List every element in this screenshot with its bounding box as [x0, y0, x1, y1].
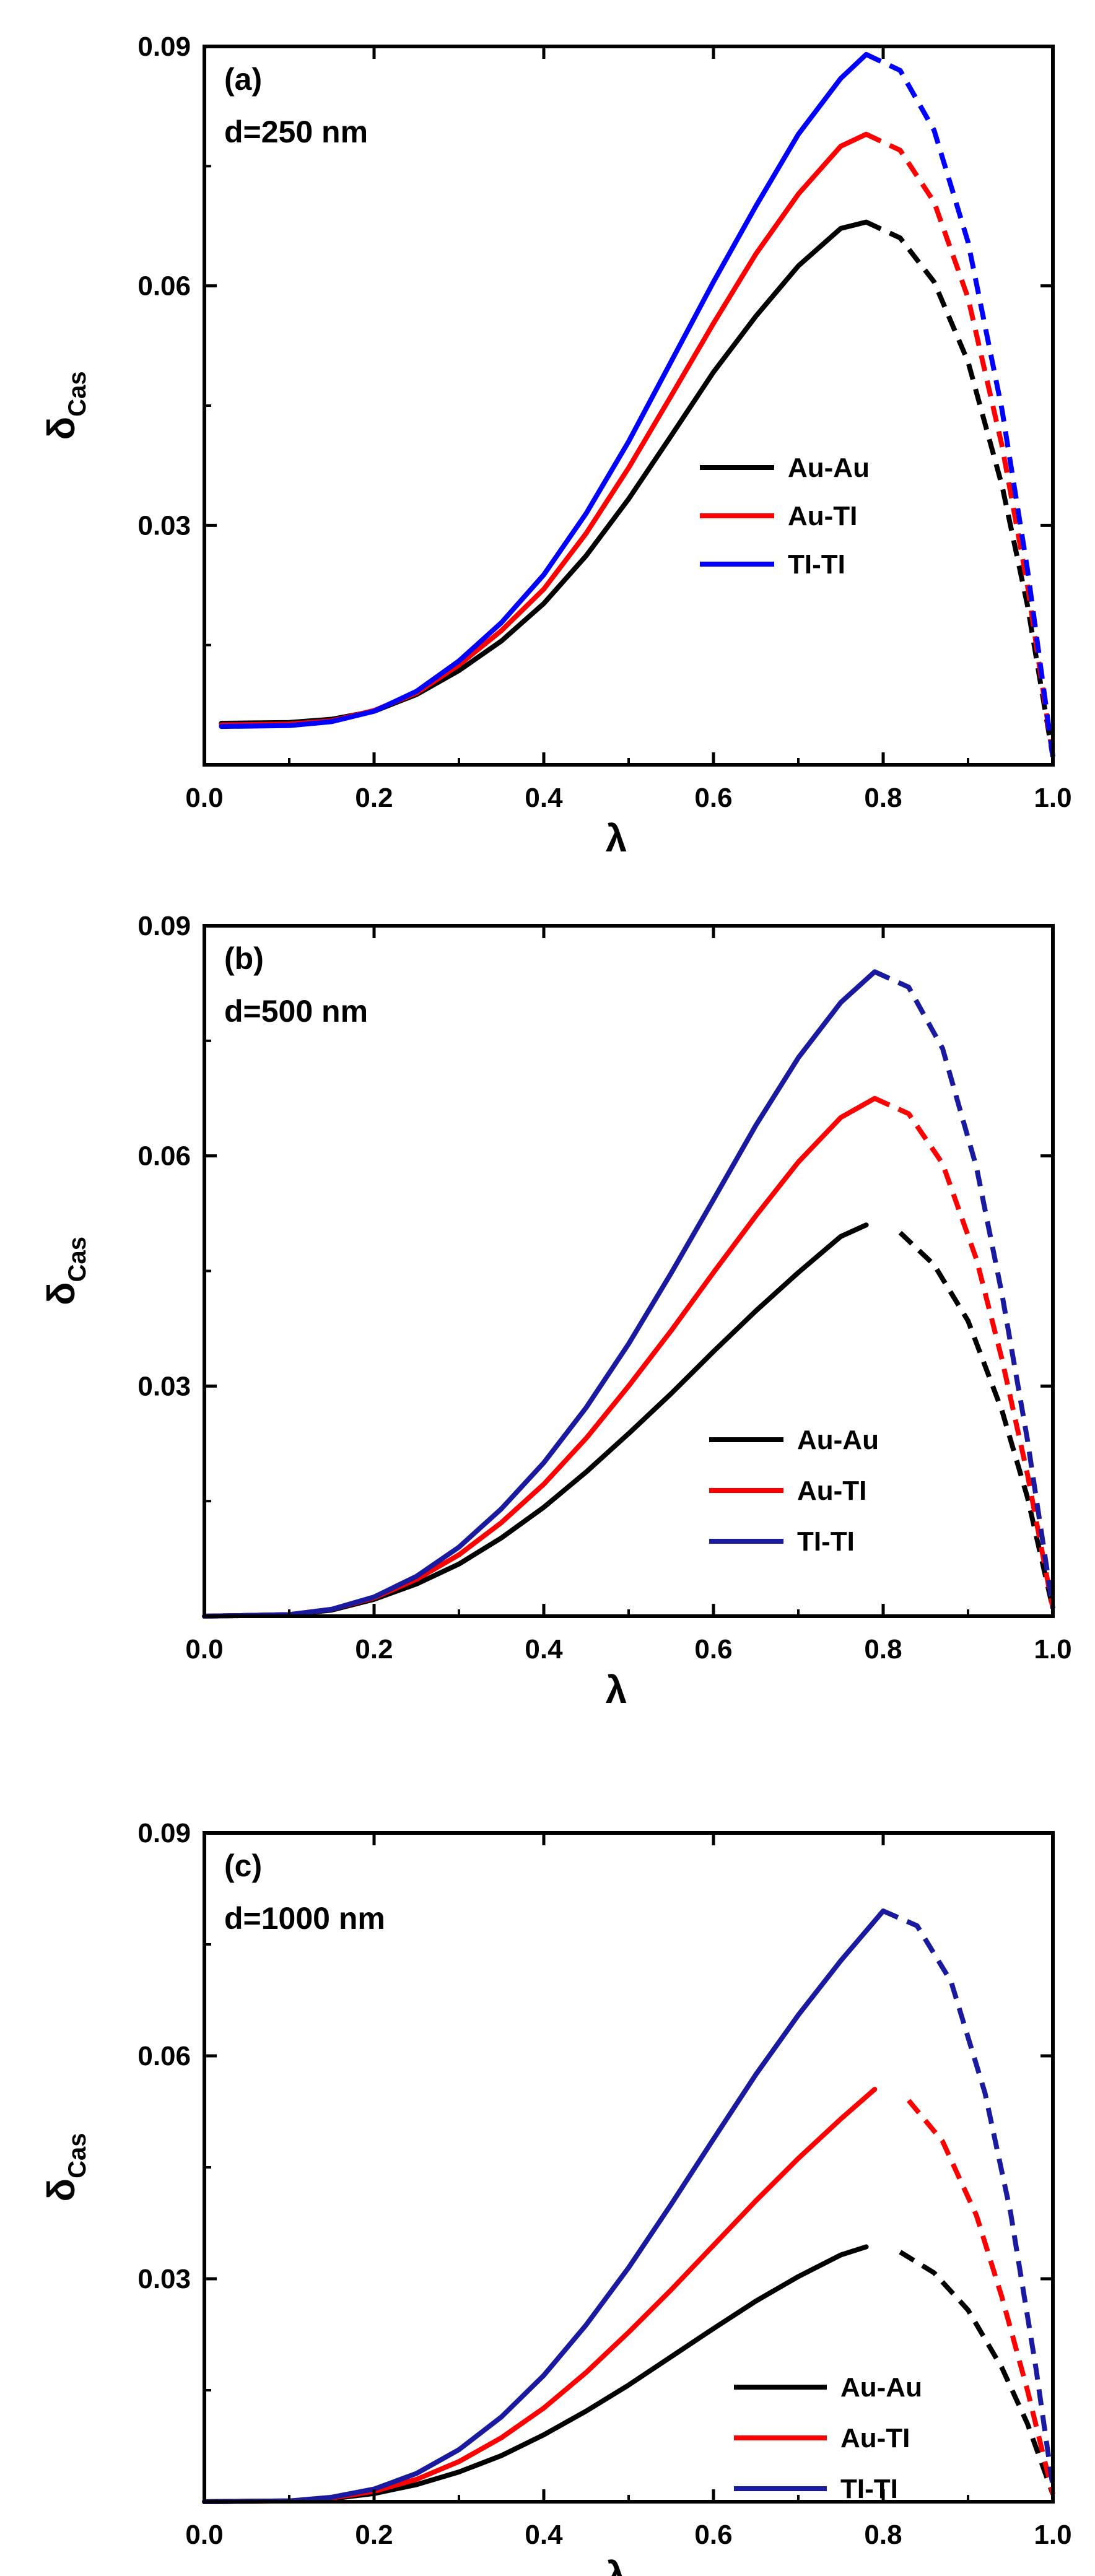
series-line-ti-ti-dashed [865, 52, 1055, 757]
x-tick-label: 0.6 [694, 1634, 732, 1664]
y-tick-label: 0.09 [137, 911, 191, 941]
series-line-au-ti-dashed [907, 2099, 1055, 2495]
x-tick-label: 0.6 [694, 2520, 732, 2550]
legend-label: Au-TI [840, 2423, 910, 2453]
y-axis-label: δCas [40, 372, 91, 440]
series-line-ti-ti-solid [202, 1908, 886, 2504]
panel-annotation: d=1000 nm [224, 1901, 385, 1936]
series-line-au-au-solid [219, 219, 869, 726]
series-line-au-au-solid [202, 1222, 869, 1619]
y-axis-label-symbol: δ [40, 2178, 83, 2202]
legend-label: Au-Au [840, 2372, 922, 2403]
panel-label: (c) [224, 1848, 262, 1883]
legend-label: TI-TI [797, 1526, 855, 1557]
series-line-ti-ti-solid [202, 969, 878, 1619]
y-tick-label: 0.09 [137, 1818, 191, 1848]
x-tick-label: 1.0 [1034, 783, 1071, 813]
series-line-ti-ti-dashed [873, 969, 1055, 1609]
x-tick-label: 0.8 [864, 2520, 902, 2550]
x-tick-label: 0.0 [185, 1634, 223, 1664]
panel-label: (a) [224, 62, 262, 97]
legend-label: Au-Au [797, 1425, 879, 1455]
y-axis-label-symbol: δ [40, 1282, 83, 1305]
chart-panel-3: 0.0 0.2 0.4 0.6 0.8 1.0 0.03 0.06 0.09 (c) d=1000 … [40, 1818, 1072, 2576]
series-line-au-au-dashed [898, 1230, 1055, 1609]
y-tick-label: 0.06 [137, 1141, 191, 1172]
x-axis-label: λ [606, 817, 627, 860]
x-tick-label: 0.0 [185, 783, 223, 813]
y-tick-label: 0.03 [137, 1371, 191, 1401]
y-tick-label: 0.03 [137, 2264, 191, 2294]
y-axis-label-subscript: Cas [64, 2133, 91, 2178]
x-tick-label: 1.0 [1034, 2520, 1071, 2550]
x-axis-label: λ [606, 1669, 627, 1712]
x-tick-label: 0.2 [355, 783, 393, 813]
y-axis-label-subscript: Cas [64, 1237, 91, 1282]
y-axis-label-subscript: Cas [64, 372, 91, 417]
series-line-ti-ti-dashed [882, 1908, 1055, 2487]
series-line-ti-ti-solid [219, 51, 869, 729]
series-line-au-ti-dashed [865, 132, 1055, 757]
x-tick-label: 0.2 [355, 2520, 393, 2550]
series-line-au-au-dashed [899, 2250, 1055, 2496]
x-tick-label: 0.2 [355, 1634, 393, 1664]
x-tick-label: 1.0 [1034, 1634, 1071, 1664]
chart-panel-2: 0.0 0.2 0.4 0.6 0.8 1.0 0.03 0.06 0.09 (b) d=500 n… [40, 911, 1072, 1712]
series-line-au-au-solid [202, 2244, 869, 2504]
plot-frame [203, 45, 1055, 767]
y-tick-label: 0.03 [137, 510, 191, 541]
x-tick-label: 0.0 [185, 2520, 223, 2550]
series-line-au-ti-dashed [873, 1096, 1055, 1609]
y-tick-label: 0.06 [137, 271, 191, 302]
panel-annotation: d=250 nm [224, 115, 368, 149]
panel-annotation: d=500 nm [224, 994, 368, 1029]
x-tick-label: 0.4 [525, 2520, 563, 2550]
x-axis-label: λ [606, 2554, 627, 2576]
x-tick-label: 0.6 [694, 783, 732, 813]
legend-label: Au-TI [788, 501, 857, 531]
y-tick-label: 0.09 [137, 32, 191, 62]
legend-label: Au-TI [797, 1476, 866, 1506]
y-axis-label-symbol: δ [40, 417, 83, 440]
chart-panel-1: 0.0 0.2 0.4 0.6 0.8 1.0 0.03 0.06 0.09 (a) d=250 n… [40, 32, 1072, 860]
series-line-au-ti-solid [219, 131, 869, 728]
legend-label: TI-TI [788, 549, 845, 580]
y-tick-label: 0.06 [137, 2041, 191, 2071]
x-tick-label: 0.4 [525, 783, 563, 813]
legend-label: Au-Au [788, 453, 870, 483]
x-tick-label: 0.8 [864, 783, 902, 813]
plot-frame [203, 924, 1055, 1618]
series-line-au-au-dashed [865, 219, 1055, 757]
legend-label: TI-TI [840, 2474, 898, 2504]
y-axis-label: δCas [40, 2133, 91, 2202]
x-tick-label: 0.4 [525, 1634, 563, 1664]
y-axis-label: δCas [40, 1237, 91, 1305]
panel-label: (b) [224, 941, 264, 976]
x-tick-label: 0.8 [864, 1634, 902, 1664]
series-line-au-ti-solid [202, 1095, 878, 1619]
